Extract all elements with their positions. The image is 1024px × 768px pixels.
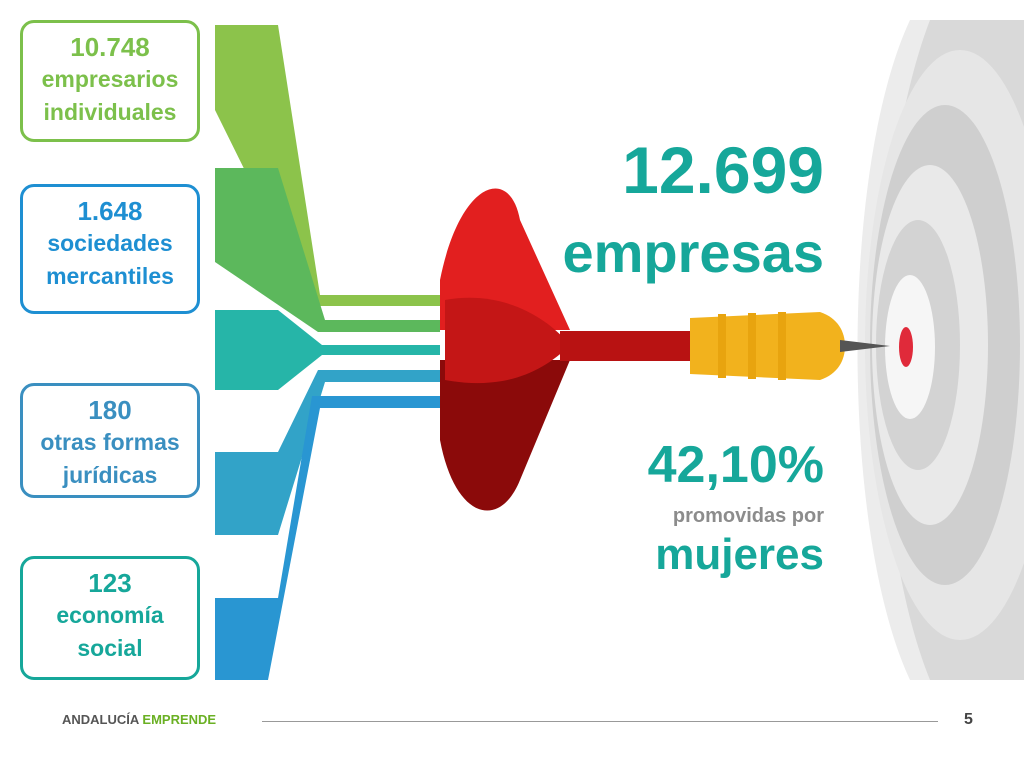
target-icon <box>857 20 1024 680</box>
box-number: 10.748 <box>70 32 150 62</box>
footer-brand: ANDALUCÍA EMPRENDE <box>62 712 216 727</box>
box-label-line1: empresarios <box>41 66 179 92</box>
box-label-line2: jurídicas <box>62 462 158 488</box>
box-commercial-companies: 1.648 sociedades mercantiles <box>20 184 200 314</box>
box-label-line1: otras formas <box>40 429 180 455</box>
box-number: 180 <box>88 395 132 425</box>
women-subtitle: promovidas por <box>672 505 824 527</box>
total-companies-label: empresas <box>562 221 824 284</box>
box-other-legal-forms: 180 otras formas jurídicas <box>20 383 200 498</box>
women-label: mujeres <box>655 530 824 579</box>
stream-green-light <box>215 25 440 306</box>
stream-blue <box>215 396 440 680</box>
footer-brand-main: ANDALUCÍA <box>62 712 139 727</box>
page-number: 5 <box>964 711 973 728</box>
footer-divider <box>262 721 938 722</box>
women-percent: 42,10% <box>647 436 824 494</box>
stream-cyan <box>215 370 440 535</box>
total-companies-number: 12.699 <box>622 133 824 207</box>
box-label-line1: economía <box>56 602 164 628</box>
footer-brand-accent: EMPRENDE <box>142 712 217 727</box>
box-social-economy: 123 economía social <box>20 556 200 680</box>
box-label-line1: sociedades <box>47 230 173 256</box>
box-label-line2: social <box>77 635 143 661</box>
box-number: 1.648 <box>77 196 143 226</box>
stream-green <box>215 168 440 332</box>
box-individual-entrepreneurs: 10.748 empresarios individuales <box>20 20 200 142</box>
dart-icon <box>440 188 890 511</box>
box-label-line2: individuales <box>43 99 177 125</box>
stream-teal <box>215 310 440 390</box>
box-number: 123 <box>88 568 132 598</box>
box-label-line2: mercantiles <box>46 263 174 289</box>
